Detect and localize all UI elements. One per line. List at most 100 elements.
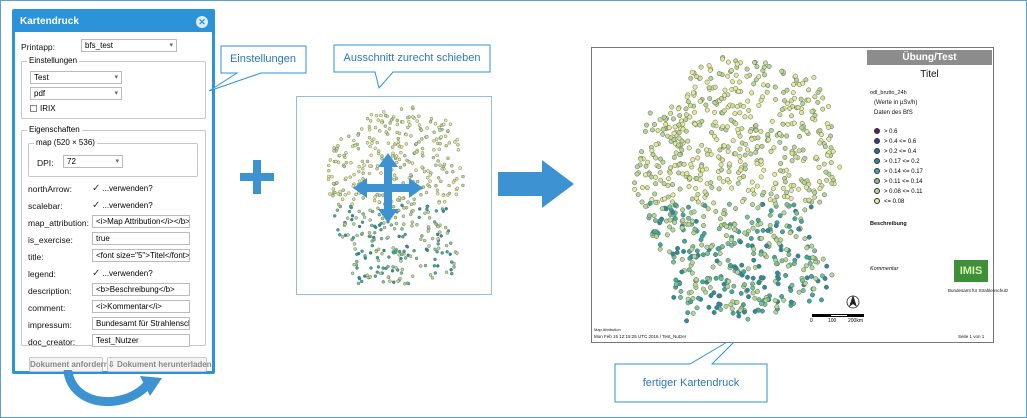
station-point (744, 66, 750, 72)
station-point (758, 128, 764, 134)
station-point (370, 223, 374, 228)
station-point (425, 207, 429, 212)
station-point (425, 204, 429, 209)
property-input[interactable]: <b>Beschreibung</b> (92, 283, 190, 296)
printapp-select[interactable]: bfs_test ▾ (81, 39, 177, 52)
station-point (667, 224, 673, 230)
station-point (716, 71, 722, 76)
property-checkbox[interactable]: ✓ ...verwenden? (92, 183, 153, 194)
print-footer-right: Seite 1 von 1 (958, 334, 985, 339)
station-point (453, 140, 457, 144)
station-point (335, 208, 340, 212)
station-point (363, 256, 368, 260)
station-point (404, 206, 409, 210)
station-point (804, 129, 810, 135)
print-layer: odl_brutto_24h (870, 90, 907, 96)
station-point (393, 249, 398, 253)
property-checkbox[interactable]: ✓ ...verwenden? (92, 268, 153, 279)
station-point (741, 309, 747, 315)
station-point (710, 264, 716, 270)
property-input[interactable]: <font size="5">Titel</font> (92, 249, 190, 262)
checkbox-box (30, 105, 37, 112)
format-select[interactable]: pdf ▾ (30, 87, 122, 100)
station-point (693, 185, 699, 191)
station-point (822, 276, 828, 281)
property-input[interactable]: Bundesamt für Strahlensch (92, 317, 190, 330)
station-point (394, 221, 399, 226)
station-point (750, 281, 755, 287)
station-point (680, 217, 686, 223)
station-point (394, 154, 399, 158)
station-point (449, 260, 454, 264)
property-input[interactable]: <i>Kommentar</i> (92, 300, 190, 313)
property-input[interactable]: true (92, 232, 190, 245)
station-point (408, 123, 412, 127)
station-point (388, 279, 392, 283)
station-point (386, 141, 391, 145)
station-point (424, 190, 429, 195)
station-point (440, 166, 444, 171)
station-point (386, 275, 391, 279)
station-point (335, 181, 339, 185)
station-point (450, 271, 454, 276)
station-point (634, 171, 640, 177)
station-point (327, 168, 331, 173)
station-point (707, 96, 713, 101)
station-point (653, 155, 659, 161)
layout-select[interactable]: Test ▾ (30, 71, 122, 84)
station-point (331, 181, 336, 186)
station-point (672, 220, 678, 225)
station-point (327, 163, 331, 168)
close-icon[interactable]: ✕ (196, 16, 208, 28)
station-point (688, 299, 694, 305)
station-point (687, 114, 693, 120)
station-point (750, 225, 756, 231)
station-point (647, 213, 652, 219)
station-point (653, 218, 658, 224)
station-point (731, 283, 737, 289)
station-point (810, 292, 815, 298)
station-point (753, 149, 759, 155)
station-point (373, 225, 378, 230)
print-unit: (Werte in µSv/h) (874, 100, 918, 106)
station-point (781, 297, 787, 303)
station-point (686, 221, 692, 227)
station-point (830, 149, 836, 154)
station-point (705, 251, 711, 256)
station-point (643, 163, 649, 169)
station-point (772, 180, 778, 186)
ausschnitt-map[interactable] (296, 96, 492, 295)
dokument-herunterladen-button[interactable]: ⇩ Dokument herunterladen (107, 357, 212, 372)
station-point (759, 235, 765, 241)
station-point (379, 227, 383, 232)
station-point (680, 126, 686, 132)
station-point (700, 252, 706, 258)
scale-tick-label: 200km (848, 318, 864, 324)
station-point (807, 260, 813, 266)
station-point (720, 124, 726, 130)
irix-checkbox[interactable]: IRIX (30, 104, 56, 113)
station-point (338, 204, 342, 209)
station-point (415, 119, 419, 123)
station-point (686, 184, 692, 189)
station-point (420, 137, 424, 141)
checkmark-icon: ✓ (92, 268, 101, 279)
station-point (692, 121, 698, 127)
station-point (643, 203, 648, 209)
station-point (436, 237, 440, 241)
station-point (446, 156, 450, 160)
station-point (391, 265, 395, 269)
property-input[interactable]: Test_Nutzer (92, 334, 190, 347)
property-input[interactable]: <i>Map Attribution</i></b> (92, 215, 190, 228)
station-point (428, 273, 433, 277)
final-print-map: Übung/Test Titel odl_brutto_24h (Werte i… (591, 47, 1008, 343)
station-point (344, 176, 348, 180)
dpi-select[interactable]: 72 ▾ (63, 155, 123, 168)
station-point (664, 232, 670, 238)
station-point (715, 246, 721, 252)
station-point (402, 163, 407, 167)
station-point (361, 212, 365, 216)
property-checkbox[interactable]: ✓ ...verwenden? (92, 200, 153, 211)
station-point (375, 270, 380, 274)
checkmark-icon: ✓ (92, 200, 101, 211)
